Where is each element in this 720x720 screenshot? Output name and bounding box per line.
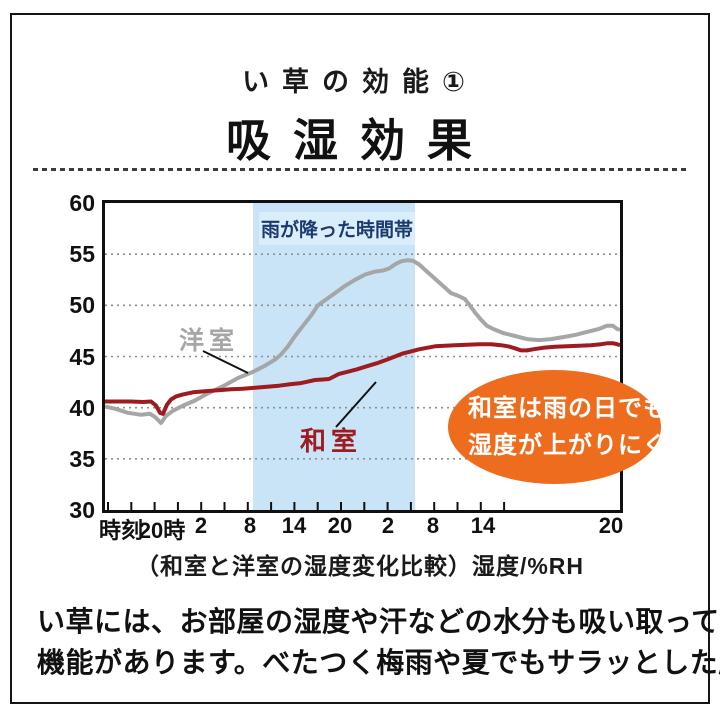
subtitle: い草の効能① — [242, 67, 478, 97]
x-axis-label-20: 20 — [327, 513, 353, 538]
x-axis-label-14: 14 — [470, 513, 496, 538]
chart-caption: （和室と洋室の湿度変化比較）湿度/%RH — [135, 553, 585, 579]
y-axis-label-30: 30 — [69, 497, 95, 523]
y-axis-label-40: 40 — [69, 394, 95, 421]
series-line-washitsu — [105, 341, 620, 416]
x-axis-label-14: 14 — [281, 513, 307, 538]
rain-band-label: 雨が降った時間帯 — [260, 220, 413, 241]
x-axis-label-2: 2 — [194, 513, 208, 538]
x-axis-label-8: 8 — [426, 513, 440, 538]
callout-line2: 湿度が上がりにくい！ — [468, 432, 718, 459]
x-axis-label-2: 2 — [381, 513, 395, 538]
y-axis-label-55: 55 — [69, 241, 95, 268]
callout-line1: 和室は雨の日でも — [468, 395, 668, 422]
pointer-line-washitsu — [335, 381, 377, 428]
series-line-yoshitsu — [105, 258, 620, 425]
x-axis-label-時刻: 時刻 — [98, 518, 144, 543]
y-axis-label-45: 45 — [69, 343, 95, 370]
rain-band-label-box — [259, 212, 415, 245]
y-axis-label-60: 60 — [69, 190, 95, 216]
body-text-line1: い草には、お部屋の湿度や汗などの水分も吸い取ってくれる — [37, 606, 720, 637]
y-axis-label-50: 50 — [69, 292, 95, 319]
pointer-line-yoshitsu — [202, 350, 249, 374]
dashed-divider — [33, 168, 687, 171]
x-axis-label-8: 8 — [243, 513, 257, 538]
series-label-washitsu: 和室 — [300, 426, 363, 456]
x-axis-label-20: 20 — [598, 513, 624, 538]
humidity-chart: 雨が降った時間帯 洋室 和室 60 55 50 45 40 35 30 時刻 20時 2 8 14 20… — [69, 190, 623, 543]
page-title: 吸湿効果 — [225, 115, 494, 166]
x-axis-label-20時: 20時 — [138, 518, 186, 543]
plot-area — [105, 203, 620, 510]
series-label-yoshitsu: 洋室 — [179, 327, 240, 355]
callout-bubble: 和室は雨の日でも 湿度が上がりにくい！ — [448, 370, 718, 484]
y-axis-label-35: 35 — [69, 445, 95, 472]
body-text-line2: 機能があります。べたつく梅雨や夏でもサラッとした肌触りです。 — [37, 647, 720, 678]
